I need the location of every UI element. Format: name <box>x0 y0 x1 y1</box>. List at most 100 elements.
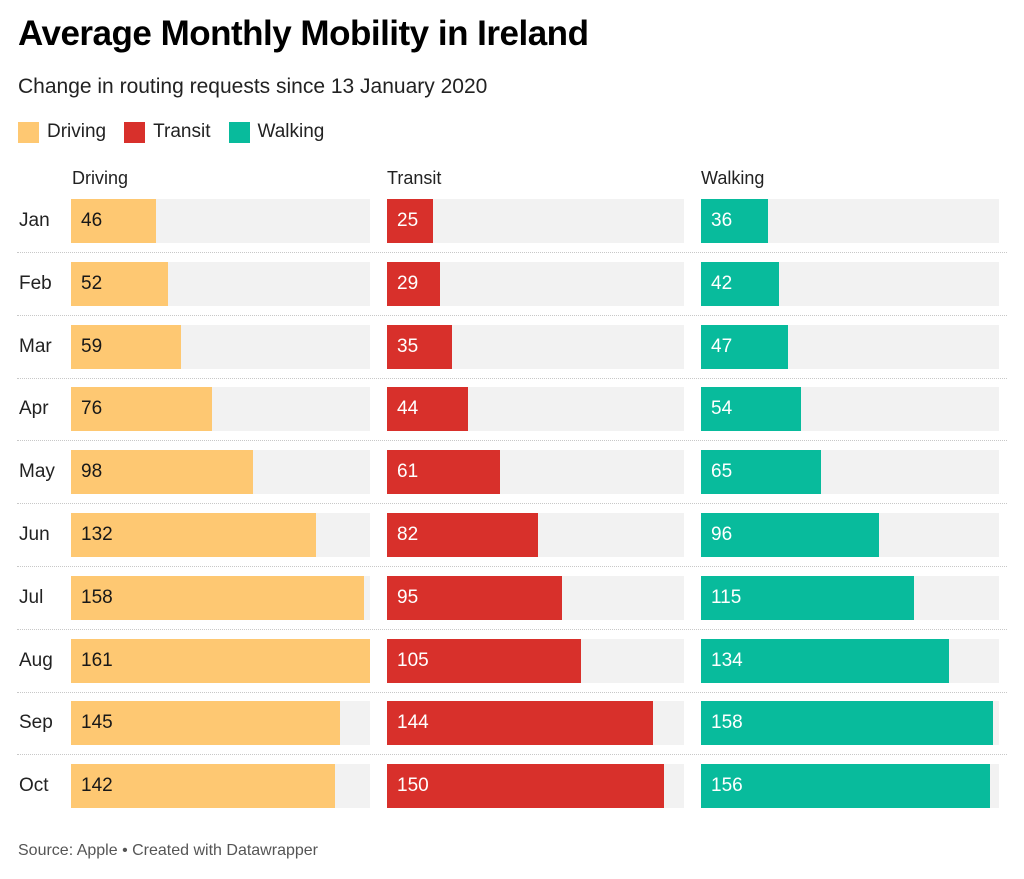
row-label-feb: Feb <box>19 273 52 294</box>
legend-label-driving: Driving <box>47 121 107 142</box>
source-note: Source: Apple • Created with Datawrapper <box>18 842 318 859</box>
bar-driving-apr <box>71 387 213 431</box>
bar-track-walking-jun: 96 <box>701 513 999 557</box>
row-label-jan: Jan <box>19 210 50 231</box>
chart-subtitle: Change in routing requests since 13 Janu… <box>18 75 488 98</box>
data-label-transit-aug: 105 <box>397 650 429 671</box>
bar-transit-apr <box>387 387 469 431</box>
data-label-walking-jun: 96 <box>711 524 733 545</box>
legend-label-walking: Walking <box>257 121 325 142</box>
bar-transit-jan <box>387 199 434 243</box>
row-label-jun: Jun <box>19 524 50 545</box>
bar-driving-jul <box>71 576 365 620</box>
bar-track-driving-mar: 59 <box>71 325 370 369</box>
bar-walking-may <box>701 450 822 494</box>
bar-walking-feb <box>701 262 779 306</box>
row-separator <box>17 754 1007 755</box>
bar-track-walking-mar: 47 <box>701 325 999 369</box>
bar-walking-oct <box>701 764 990 808</box>
legend-swatch-driving <box>18 121 39 143</box>
bar-track-transit-aug: 105 <box>387 639 684 683</box>
bar-driving-oct <box>71 764 335 808</box>
bar-track-transit-apr: 44 <box>387 387 684 431</box>
data-label-driving-aug: 161 <box>81 650 113 671</box>
bar-driving-jun <box>71 513 317 557</box>
data-label-transit-jun: 82 <box>397 524 419 545</box>
bar-track-driving-oct: 142 <box>71 764 370 808</box>
data-label-driving-feb: 52 <box>81 273 103 294</box>
bar-track-walking-feb: 42 <box>701 262 999 306</box>
data-label-walking-sep: 158 <box>711 712 743 733</box>
bar-transit-jun <box>387 513 539 557</box>
data-label-walking-aug: 134 <box>711 650 743 671</box>
bar-walking-aug <box>701 639 950 683</box>
bar-track-walking-jul: 115 <box>701 576 999 620</box>
column-header-driving: Driving <box>72 168 129 188</box>
bar-track-walking-apr: 54 <box>701 387 999 431</box>
bar-walking-sep <box>701 701 994 745</box>
row-label-apr: Apr <box>19 398 49 419</box>
chart-title: Average Monthly Mobility in Ireland <box>18 14 589 53</box>
bar-track-transit-jul: 95 <box>387 576 684 620</box>
row-label-sep: Sep <box>19 712 53 733</box>
bar-track-driving-jan: 46 <box>71 199 370 243</box>
row-label-mar: Mar <box>19 336 52 357</box>
bar-transit-aug <box>387 639 581 683</box>
bar-driving-sep <box>71 701 341 745</box>
legend-label-transit: Transit <box>153 121 211 142</box>
legend: Driving Transit Walking <box>18 121 342 143</box>
bar-track-driving-apr: 76 <box>71 387 370 431</box>
bar-track-transit-jan: 25 <box>387 199 684 243</box>
bar-walking-jan <box>701 199 768 243</box>
data-label-transit-sep: 144 <box>397 712 429 733</box>
row-label-aug: Aug <box>19 650 53 671</box>
bar-track-walking-may: 65 <box>701 450 999 494</box>
data-label-walking-may: 65 <box>711 461 733 482</box>
bar-walking-apr <box>701 387 801 431</box>
bar-transit-mar <box>387 325 452 369</box>
data-label-driving-apr: 76 <box>81 398 103 419</box>
bar-driving-may <box>71 450 253 494</box>
bar-track-transit-jun: 82 <box>387 513 684 557</box>
row-separator <box>17 315 1007 316</box>
row-separator <box>17 378 1007 379</box>
column-header-transit: Transit <box>387 168 442 188</box>
row-separator <box>17 692 1007 693</box>
bar-transit-oct <box>387 764 664 808</box>
bar-transit-feb <box>387 262 441 306</box>
legend-swatch-transit <box>124 121 146 143</box>
bar-driving-jan <box>71 199 157 243</box>
bar-track-driving-jun: 132 <box>71 513 370 557</box>
bar-walking-jun <box>701 513 879 557</box>
data-label-transit-jul: 95 <box>397 587 419 608</box>
data-label-transit-oct: 150 <box>397 775 429 796</box>
row-label-oct: Oct <box>19 775 49 796</box>
data-label-walking-jul: 115 <box>711 587 742 608</box>
data-label-driving-mar: 59 <box>81 336 103 357</box>
bar-transit-may <box>387 450 500 494</box>
bar-track-transit-oct: 150 <box>387 764 684 808</box>
bar-track-driving-may: 98 <box>71 450 370 494</box>
data-label-transit-may: 61 <box>397 461 419 482</box>
bar-walking-jul <box>701 576 914 620</box>
row-separator <box>17 503 1007 504</box>
data-label-transit-jan: 25 <box>397 210 419 231</box>
data-label-walking-mar: 47 <box>711 336 733 357</box>
bar-track-walking-sep: 158 <box>701 701 999 745</box>
legend-item-transit: Transit <box>124 121 211 143</box>
row-label-jul: Jul <box>19 587 44 608</box>
bar-track-driving-sep: 145 <box>71 701 370 745</box>
data-label-walking-apr: 54 <box>711 398 733 419</box>
data-label-driving-oct: 142 <box>81 775 113 796</box>
bar-walking-mar <box>701 325 788 369</box>
data-label-walking-oct: 156 <box>711 775 743 796</box>
row-separator <box>17 629 1007 630</box>
bar-track-walking-aug: 134 <box>701 639 999 683</box>
bar-track-driving-aug: 161 <box>71 639 370 683</box>
data-label-driving-jan: 46 <box>81 210 103 231</box>
bar-driving-feb <box>71 262 168 306</box>
data-label-transit-feb: 29 <box>397 273 419 294</box>
bar-track-driving-jul: 158 <box>71 576 370 620</box>
bar-driving-aug <box>71 639 370 683</box>
data-label-driving-may: 98 <box>81 461 103 482</box>
